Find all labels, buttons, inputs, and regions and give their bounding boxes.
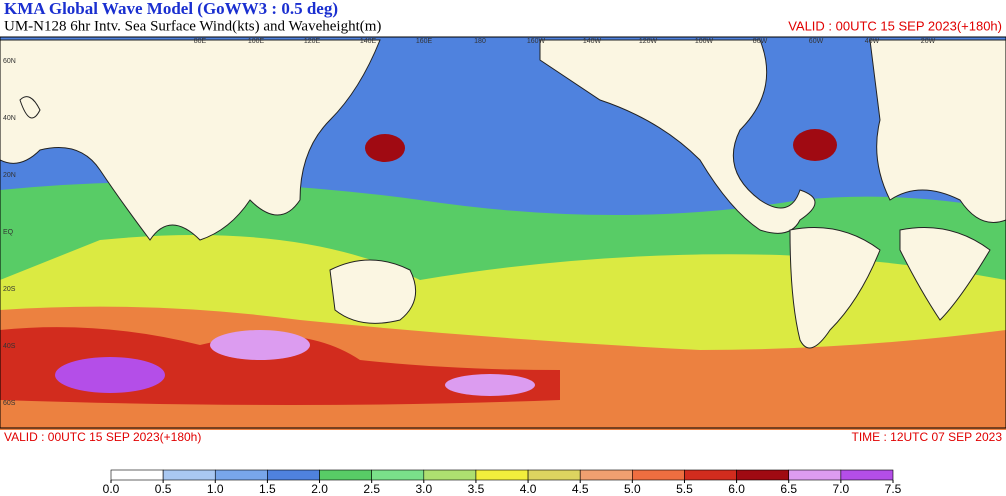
colorbar-swatch <box>632 469 685 481</box>
colorbar-swatch <box>267 469 320 481</box>
colorbar-label: 7.5 <box>885 482 902 496</box>
land <box>19 96 41 119</box>
colorbar-swatch <box>423 469 477 481</box>
colorbar-label: 4.0 <box>520 482 537 496</box>
title: KMA Global Wave Model (GoWW3 : 0.5 deg) <box>4 0 338 18</box>
lon-label: 120W <box>639 38 658 45</box>
lon-label: 100W <box>695 38 714 45</box>
colorbar-label: 6.0 <box>728 482 745 496</box>
land <box>329 259 417 324</box>
colorbar-swatch <box>788 469 842 481</box>
colorbar-swatch <box>214 469 268 481</box>
colorbar-label: 1.0 <box>207 482 224 496</box>
lon-label: 140W <box>583 38 602 45</box>
lat-label: 40N <box>3 115 16 122</box>
colorbar-swatch <box>162 469 216 481</box>
colorbar-label: 0.0 <box>103 482 120 496</box>
lon-label: 40W <box>865 38 880 45</box>
lon-label: 140E <box>360 38 377 45</box>
lon-label: 120E <box>304 38 321 45</box>
lon-label: 180 <box>474 38 486 45</box>
issue-time: TIME : 12UTC 07 SEP 2023 <box>851 430 1002 444</box>
lon-label: 80W <box>753 38 768 45</box>
map-frame <box>0 36 1006 429</box>
lat-label: 40S <box>3 343 16 350</box>
land <box>539 39 816 234</box>
colorbar-label: 7.0 <box>833 482 850 496</box>
colorbar-label: 4.5 <box>572 482 589 496</box>
map: 60N 40N 20N EQ 20S 40S 60S 80E 100E 120E 140E 160E 1… <box>0 36 1006 430</box>
lat-label: 20S <box>3 286 16 293</box>
lat-label: 60N <box>3 58 16 65</box>
colorbar-swatch <box>475 469 529 481</box>
valid-time: VALID : 00UTC 15 SEP 2023(+180h) <box>4 430 201 444</box>
colorbar-label: 3.0 <box>415 482 432 496</box>
colorbar: 0.0 0.5 1.0 1.5 2.0 2.5 3.0 3.5 4.0 4.5 5.0 5.5 6.0 6… <box>103 469 902 496</box>
colorbar-swatch <box>579 469 633 481</box>
colorbar-swatch <box>371 469 425 481</box>
colorbar-label: 2.5 <box>363 482 380 496</box>
colorbar-swatch <box>840 469 894 481</box>
colorbar-swatch <box>684 469 737 481</box>
lon-label: 160E <box>416 38 433 45</box>
subtitle: UM-N128 6hr Intv. Sea Surface Wind(kts) … <box>4 18 381 34</box>
wave-zone <box>55 357 165 393</box>
colorbar-swatch <box>319 469 372 481</box>
colorbar-label: 5.0 <box>624 482 641 496</box>
colorbar-swatch <box>527 469 581 481</box>
lon-label: 160W <box>527 38 546 45</box>
colorbar-swatch <box>736 469 790 481</box>
wave-zone <box>445 374 535 396</box>
land <box>869 39 1006 223</box>
colorbar-label: 5.5 <box>676 482 693 496</box>
storm <box>365 134 405 162</box>
valid-time: VALID : 00UTC 15 SEP 2023(+180h) <box>788 18 1002 33</box>
lon-label: 100E <box>248 38 265 45</box>
lon-label: 20W <box>921 38 936 45</box>
colorbar-label: 1.5 <box>259 482 276 496</box>
colorbar-label: 0.5 <box>155 482 172 496</box>
colorbar-swatch <box>110 469 164 481</box>
lon-label: 80E <box>194 38 207 45</box>
land <box>899 227 991 321</box>
land <box>0 39 381 241</box>
land <box>0 39 1006 349</box>
lon-label: 60W <box>809 38 824 45</box>
land <box>789 227 881 349</box>
lat-label: 20N <box>3 172 16 179</box>
colorbar-label: 2.0 <box>311 482 328 496</box>
wave-zone <box>210 330 310 360</box>
lat-label: EQ <box>3 229 14 236</box>
storm <box>793 129 837 161</box>
colorbar-label: 3.5 <box>468 482 485 496</box>
colorbar-label: 6.5 <box>780 482 797 496</box>
lat-label: 60S <box>3 400 16 407</box>
